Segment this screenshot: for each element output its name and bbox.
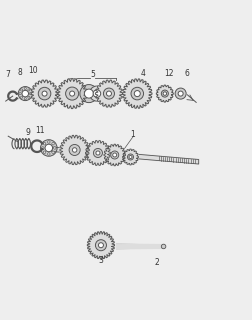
Circle shape [24,87,26,90]
Polygon shape [85,140,110,165]
Polygon shape [52,147,199,164]
Circle shape [28,96,30,98]
Circle shape [161,90,168,97]
Polygon shape [96,80,122,107]
Circle shape [41,140,57,156]
Polygon shape [123,149,138,165]
Circle shape [21,89,23,91]
Circle shape [22,90,28,97]
Circle shape [66,87,79,100]
Circle shape [93,148,103,157]
Circle shape [178,91,183,96]
Polygon shape [60,135,89,165]
Circle shape [29,92,32,95]
Text: 11: 11 [36,126,45,135]
Circle shape [45,144,53,152]
Text: 12: 12 [165,69,174,78]
Circle shape [131,87,144,100]
Polygon shape [31,80,58,107]
Polygon shape [156,85,173,102]
Text: 5: 5 [90,70,95,79]
Circle shape [106,91,111,96]
Circle shape [96,151,100,155]
Text: 6: 6 [184,69,189,78]
Text: 10: 10 [28,66,38,75]
Circle shape [24,98,26,100]
Circle shape [175,88,186,99]
Circle shape [89,86,104,101]
Circle shape [72,148,77,152]
Circle shape [54,147,56,149]
Circle shape [48,153,50,155]
Polygon shape [57,79,87,108]
Circle shape [113,153,117,157]
Circle shape [99,243,103,248]
Circle shape [103,88,114,99]
Polygon shape [116,244,164,249]
Circle shape [42,147,44,149]
Circle shape [21,96,23,98]
Circle shape [28,89,30,91]
Circle shape [70,91,75,96]
Ellipse shape [161,244,166,249]
Circle shape [19,92,21,95]
Circle shape [80,84,98,103]
Polygon shape [87,232,114,259]
Circle shape [38,87,51,100]
Circle shape [43,151,46,154]
Circle shape [134,91,140,97]
Circle shape [42,91,47,96]
Circle shape [129,156,132,158]
Circle shape [111,151,119,159]
Circle shape [69,144,80,156]
Text: 3: 3 [99,256,103,265]
Text: 9: 9 [26,128,31,137]
Polygon shape [122,79,152,108]
Circle shape [163,92,167,95]
Circle shape [52,142,54,145]
Circle shape [84,89,93,98]
Circle shape [52,151,54,154]
Circle shape [128,154,134,160]
Text: 7: 7 [6,70,11,79]
Circle shape [93,90,101,97]
Text: 1: 1 [131,131,135,140]
Circle shape [43,142,46,145]
Text: 4: 4 [141,69,146,78]
Text: 8: 8 [18,68,23,77]
Circle shape [48,141,50,143]
Text: 2: 2 [155,258,160,267]
Circle shape [96,240,106,251]
Circle shape [18,87,32,100]
Polygon shape [104,144,125,166]
